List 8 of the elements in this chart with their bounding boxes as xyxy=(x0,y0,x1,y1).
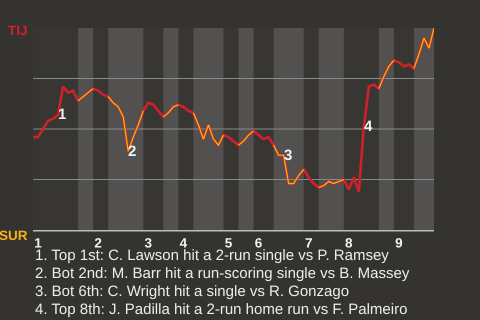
text: 3. Bot 6th: C. Wright hit a single vs R. Gonzago xyxy=(35,283,350,300)
text: 4. Top 8th: J. Padilla hit a 2-run home run vs F. Palmeiro xyxy=(35,301,408,318)
x-tick-label: 9 xyxy=(395,236,403,251)
annotation: 1 xyxy=(58,106,66,123)
text: 2. Bot 2nd: M. Barr hit a run-scoring single vs B. Massey xyxy=(35,265,410,282)
annotation: 3 xyxy=(284,147,292,164)
annotation: 2 xyxy=(128,143,136,160)
text: TIJ xyxy=(8,23,28,38)
